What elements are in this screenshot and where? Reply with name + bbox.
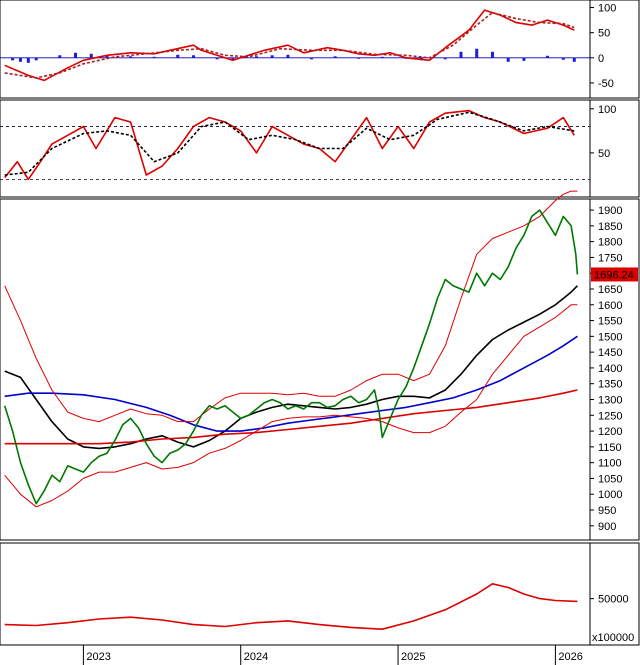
macd-histogram-bar <box>231 57 235 61</box>
macd-histogram-bar <box>254 56 258 58</box>
axis-frame-price <box>589 198 640 541</box>
y-tick-label-price: 1150 <box>598 442 622 454</box>
series-ma_medium-price <box>4 335 578 432</box>
macd-histogram-bar <box>58 55 62 58</box>
axis-frame-volume <box>589 542 640 646</box>
series-bollinger_upper-price <box>4 190 578 423</box>
y-tick-label-macd: -50 <box>598 78 614 90</box>
series-volume_ma-volume <box>4 583 578 630</box>
y-tick-label-stochastic: 100 <box>598 104 616 116</box>
macd-histogram-bar <box>129 56 133 58</box>
macd-histogram-bar <box>333 56 337 58</box>
last-price-box <box>591 267 638 282</box>
panel-frame-stochastic <box>0 99 591 198</box>
y-tick-label-macd: 0 <box>598 53 604 65</box>
macd-histogram-bar <box>176 54 180 58</box>
macd-histogram-bar <box>490 51 494 58</box>
macd-histogram-bar <box>475 48 479 58</box>
y-tick-label-macd: 50 <box>598 28 610 40</box>
macd-histogram-bar <box>270 55 274 58</box>
macd-histogram-bar <box>572 57 576 62</box>
series-bollinger_lower-price <box>4 304 578 508</box>
y-tick-label-price: 1900 <box>598 205 622 217</box>
y-tick-label-price: 950 <box>598 505 616 517</box>
y-tick-label-price: 1850 <box>598 221 622 233</box>
y-tick-label-price: 1800 <box>598 237 622 249</box>
series-ma_short-price <box>4 285 578 450</box>
series-k_line-stochastic <box>4 109 575 181</box>
y-tick-label-price: 1650 <box>598 284 622 296</box>
panel-backgrounds <box>0 0 640 646</box>
macd-histogram-bar <box>105 55 109 58</box>
y-tick-label-volume: 50000 <box>598 594 629 606</box>
macd-histogram-bar <box>74 52 78 58</box>
x-tick-label: 2024 <box>244 651 268 663</box>
panel-frame-price <box>0 198 591 541</box>
macd-histogram-bar <box>522 57 526 61</box>
macd-histogram-bar <box>215 57 219 60</box>
macd-histogram-bar <box>546 55 550 58</box>
y-tick-label-price: 1000 <box>598 489 622 501</box>
axis-frame-macd <box>589 0 640 99</box>
y-tick-label-price: 1500 <box>598 331 622 343</box>
y-tick-label-price: 1550 <box>598 316 622 328</box>
macd-histogram-bar <box>357 57 361 59</box>
macd-histogram-bar <box>310 57 314 60</box>
x-tick-label: 2025 <box>401 651 425 663</box>
last-price-label: 1696.24 <box>594 269 634 281</box>
macd-histogram-bar <box>11 57 15 61</box>
y-tick-label-price: 1250 <box>598 410 622 422</box>
series-ma_long-price <box>4 389 578 445</box>
macd-histogram-bar <box>506 57 510 62</box>
macd-histogram-bar <box>192 55 196 58</box>
macd-histogram-bar <box>561 57 565 60</box>
macd-histogram-bar <box>152 56 156 58</box>
series-close-price <box>3 209 579 505</box>
macd-histogram-bar <box>26 57 30 63</box>
y-tick-label-price: 1450 <box>598 347 622 359</box>
y-tick-label-price: 1600 <box>598 300 622 312</box>
y-tick-label-price: 900 <box>598 521 616 533</box>
plot-area <box>3 9 579 630</box>
y-tick-label-price: 1350 <box>598 379 622 391</box>
macd-histogram-bar <box>459 51 463 58</box>
macd-histogram-bar <box>380 56 384 58</box>
y-tick-label-price: 1100 <box>598 458 622 470</box>
x-tick-label: 2026 <box>558 651 582 663</box>
y-tick-label-stochastic: 50 <box>598 148 610 160</box>
macd-histogram-bar <box>286 54 290 58</box>
macd-histogram-bar <box>34 57 38 61</box>
axis-layer: 100500-501005019001850180017501700165016… <box>82 3 638 665</box>
y-tick-label-price: 1300 <box>598 394 622 406</box>
x-tick-label: 2023 <box>86 651 110 663</box>
series-signal_line-macd <box>4 11 575 79</box>
y-tick-label-macd: 100 <box>598 3 616 15</box>
y-tick-label-price: 1200 <box>598 426 622 438</box>
axis-frame-stochastic <box>589 99 640 198</box>
macd-histogram-bar <box>89 53 93 58</box>
macd-histogram-bar <box>18 57 22 62</box>
volume-unit-label: x100000 <box>592 632 634 644</box>
y-tick-label-price: 1400 <box>598 363 622 375</box>
series-d_line-stochastic <box>4 111 575 176</box>
y-tick-label-price: 1750 <box>598 252 622 264</box>
panel-frame-volume <box>0 542 591 646</box>
y-tick-label-price: 1050 <box>598 473 622 485</box>
macd-histogram-bar <box>443 57 447 60</box>
